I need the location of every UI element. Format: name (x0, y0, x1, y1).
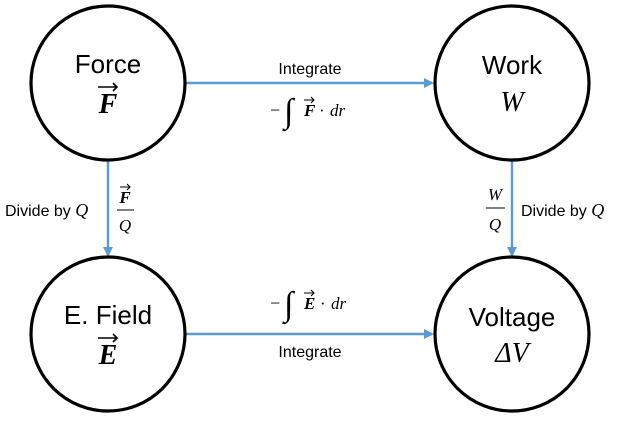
node-symbol: ΔV (494, 338, 531, 369)
divide-by-q-left-label: Divide by Q (5, 200, 88, 220)
node-work: Work W (433, 4, 591, 162)
node-force: Force F (29, 4, 187, 162)
node-symbol: F (98, 89, 118, 120)
node-efield: E. Field E (29, 255, 187, 413)
dr-symbol: dr (330, 101, 346, 120)
node-circle (29, 4, 187, 162)
vector-arrow-icon (304, 289, 315, 297)
node-title: Voltage (469, 302, 556, 332)
vector-arrow-icon (98, 82, 119, 92)
fraction-numerator: W (488, 185, 504, 204)
fraction-denominator: Q (489, 215, 501, 234)
q-variable: Q (591, 200, 604, 220)
integral-sign: ∫ (282, 93, 296, 132)
delta-v-symbol: ΔV (494, 338, 531, 369)
divide-by-text: Divide by (5, 203, 75, 220)
minus-sign: − (270, 100, 280, 120)
vector-arrow-icon (304, 96, 315, 104)
node-voltage: Voltage ΔV (433, 255, 591, 413)
q-variable: Q (75, 200, 88, 220)
dot-operator: · (319, 101, 325, 120)
voltage-integral-expression: − ∫ E · dr (270, 286, 347, 325)
work-integral-expression: − ∫ F · dr (270, 93, 346, 132)
node-title: E. Field (64, 300, 152, 330)
integral-sign: ∫ (282, 286, 296, 325)
edge-efield-to-voltage: Integrate − ∫ E · dr (185, 286, 434, 361)
edge-work-to-voltage: W Q Divide by Q (486, 160, 604, 257)
divide-by-text: Divide by (521, 203, 591, 220)
force-vector-symbol: F (303, 101, 316, 120)
node-title: Force (75, 49, 141, 79)
work-over-q-fraction: W Q (486, 185, 505, 234)
edge-force-to-efield: Divide by Q F Q (5, 160, 134, 257)
node-circle (29, 255, 187, 413)
divide-by-q-right-label: Divide by Q (521, 200, 604, 220)
edge-force-to-work: Integrate − ∫ F · dr (185, 61, 434, 132)
edge-label-integrate-bottom: Integrate (278, 344, 341, 361)
efield-vector-symbol: E (303, 294, 315, 313)
fraction-numerator: F (118, 188, 131, 207)
node-circle (433, 255, 591, 413)
vector-arrow-icon (98, 333, 119, 343)
node-symbol: E (98, 340, 118, 371)
vector-arrow-icon (120, 183, 131, 191)
fraction-denominator: Q (119, 216, 131, 235)
node-symbol: W (500, 87, 526, 118)
force-over-q-fraction: F Q (117, 183, 134, 235)
minus-sign: − (270, 293, 280, 313)
node-title: Work (482, 50, 543, 80)
dot-operator: · (320, 294, 326, 313)
dr-symbol: dr (331, 294, 347, 313)
node-circle (433, 4, 591, 162)
edge-label-integrate-top: Integrate (278, 61, 341, 78)
